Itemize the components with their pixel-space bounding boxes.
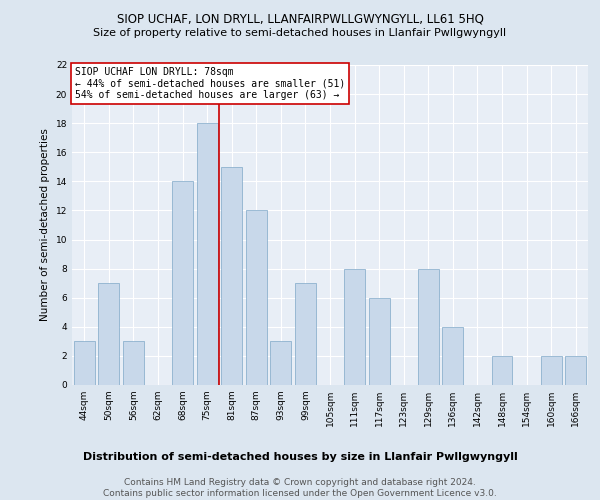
Bar: [197, 123, 218, 385]
Text: SIOP UCHAF LON DRYLL: 78sqm
← 44% of semi-detached houses are smaller (51)
54% o: SIOP UCHAF LON DRYLL: 78sqm ← 44% of sem…: [74, 66, 345, 100]
Text: SIOP UCHAF, LON DRYLL, LLANFAIRPWLLGWYNGYLL, LL61 5HQ: SIOP UCHAF, LON DRYLL, LLANFAIRPWLLGWYNG…: [116, 12, 484, 26]
Bar: [565, 356, 586, 385]
Bar: [172, 182, 193, 385]
Bar: [368, 298, 389, 385]
Bar: [98, 283, 119, 385]
Text: Distribution of semi-detached houses by size in Llanfair Pwllgwyngyll: Distribution of semi-detached houses by …: [83, 452, 517, 462]
Bar: [442, 327, 463, 385]
Y-axis label: Number of semi-detached properties: Number of semi-detached properties: [40, 128, 50, 322]
Bar: [295, 283, 316, 385]
Bar: [541, 356, 562, 385]
Bar: [123, 342, 144, 385]
Text: Size of property relative to semi-detached houses in Llanfair Pwllgwyngyll: Size of property relative to semi-detach…: [94, 28, 506, 38]
Bar: [271, 342, 292, 385]
Bar: [344, 268, 365, 385]
Bar: [246, 210, 267, 385]
Text: Contains HM Land Registry data © Crown copyright and database right 2024.
Contai: Contains HM Land Registry data © Crown c…: [103, 478, 497, 498]
Bar: [74, 342, 95, 385]
Bar: [491, 356, 512, 385]
Bar: [418, 268, 439, 385]
Bar: [221, 167, 242, 385]
